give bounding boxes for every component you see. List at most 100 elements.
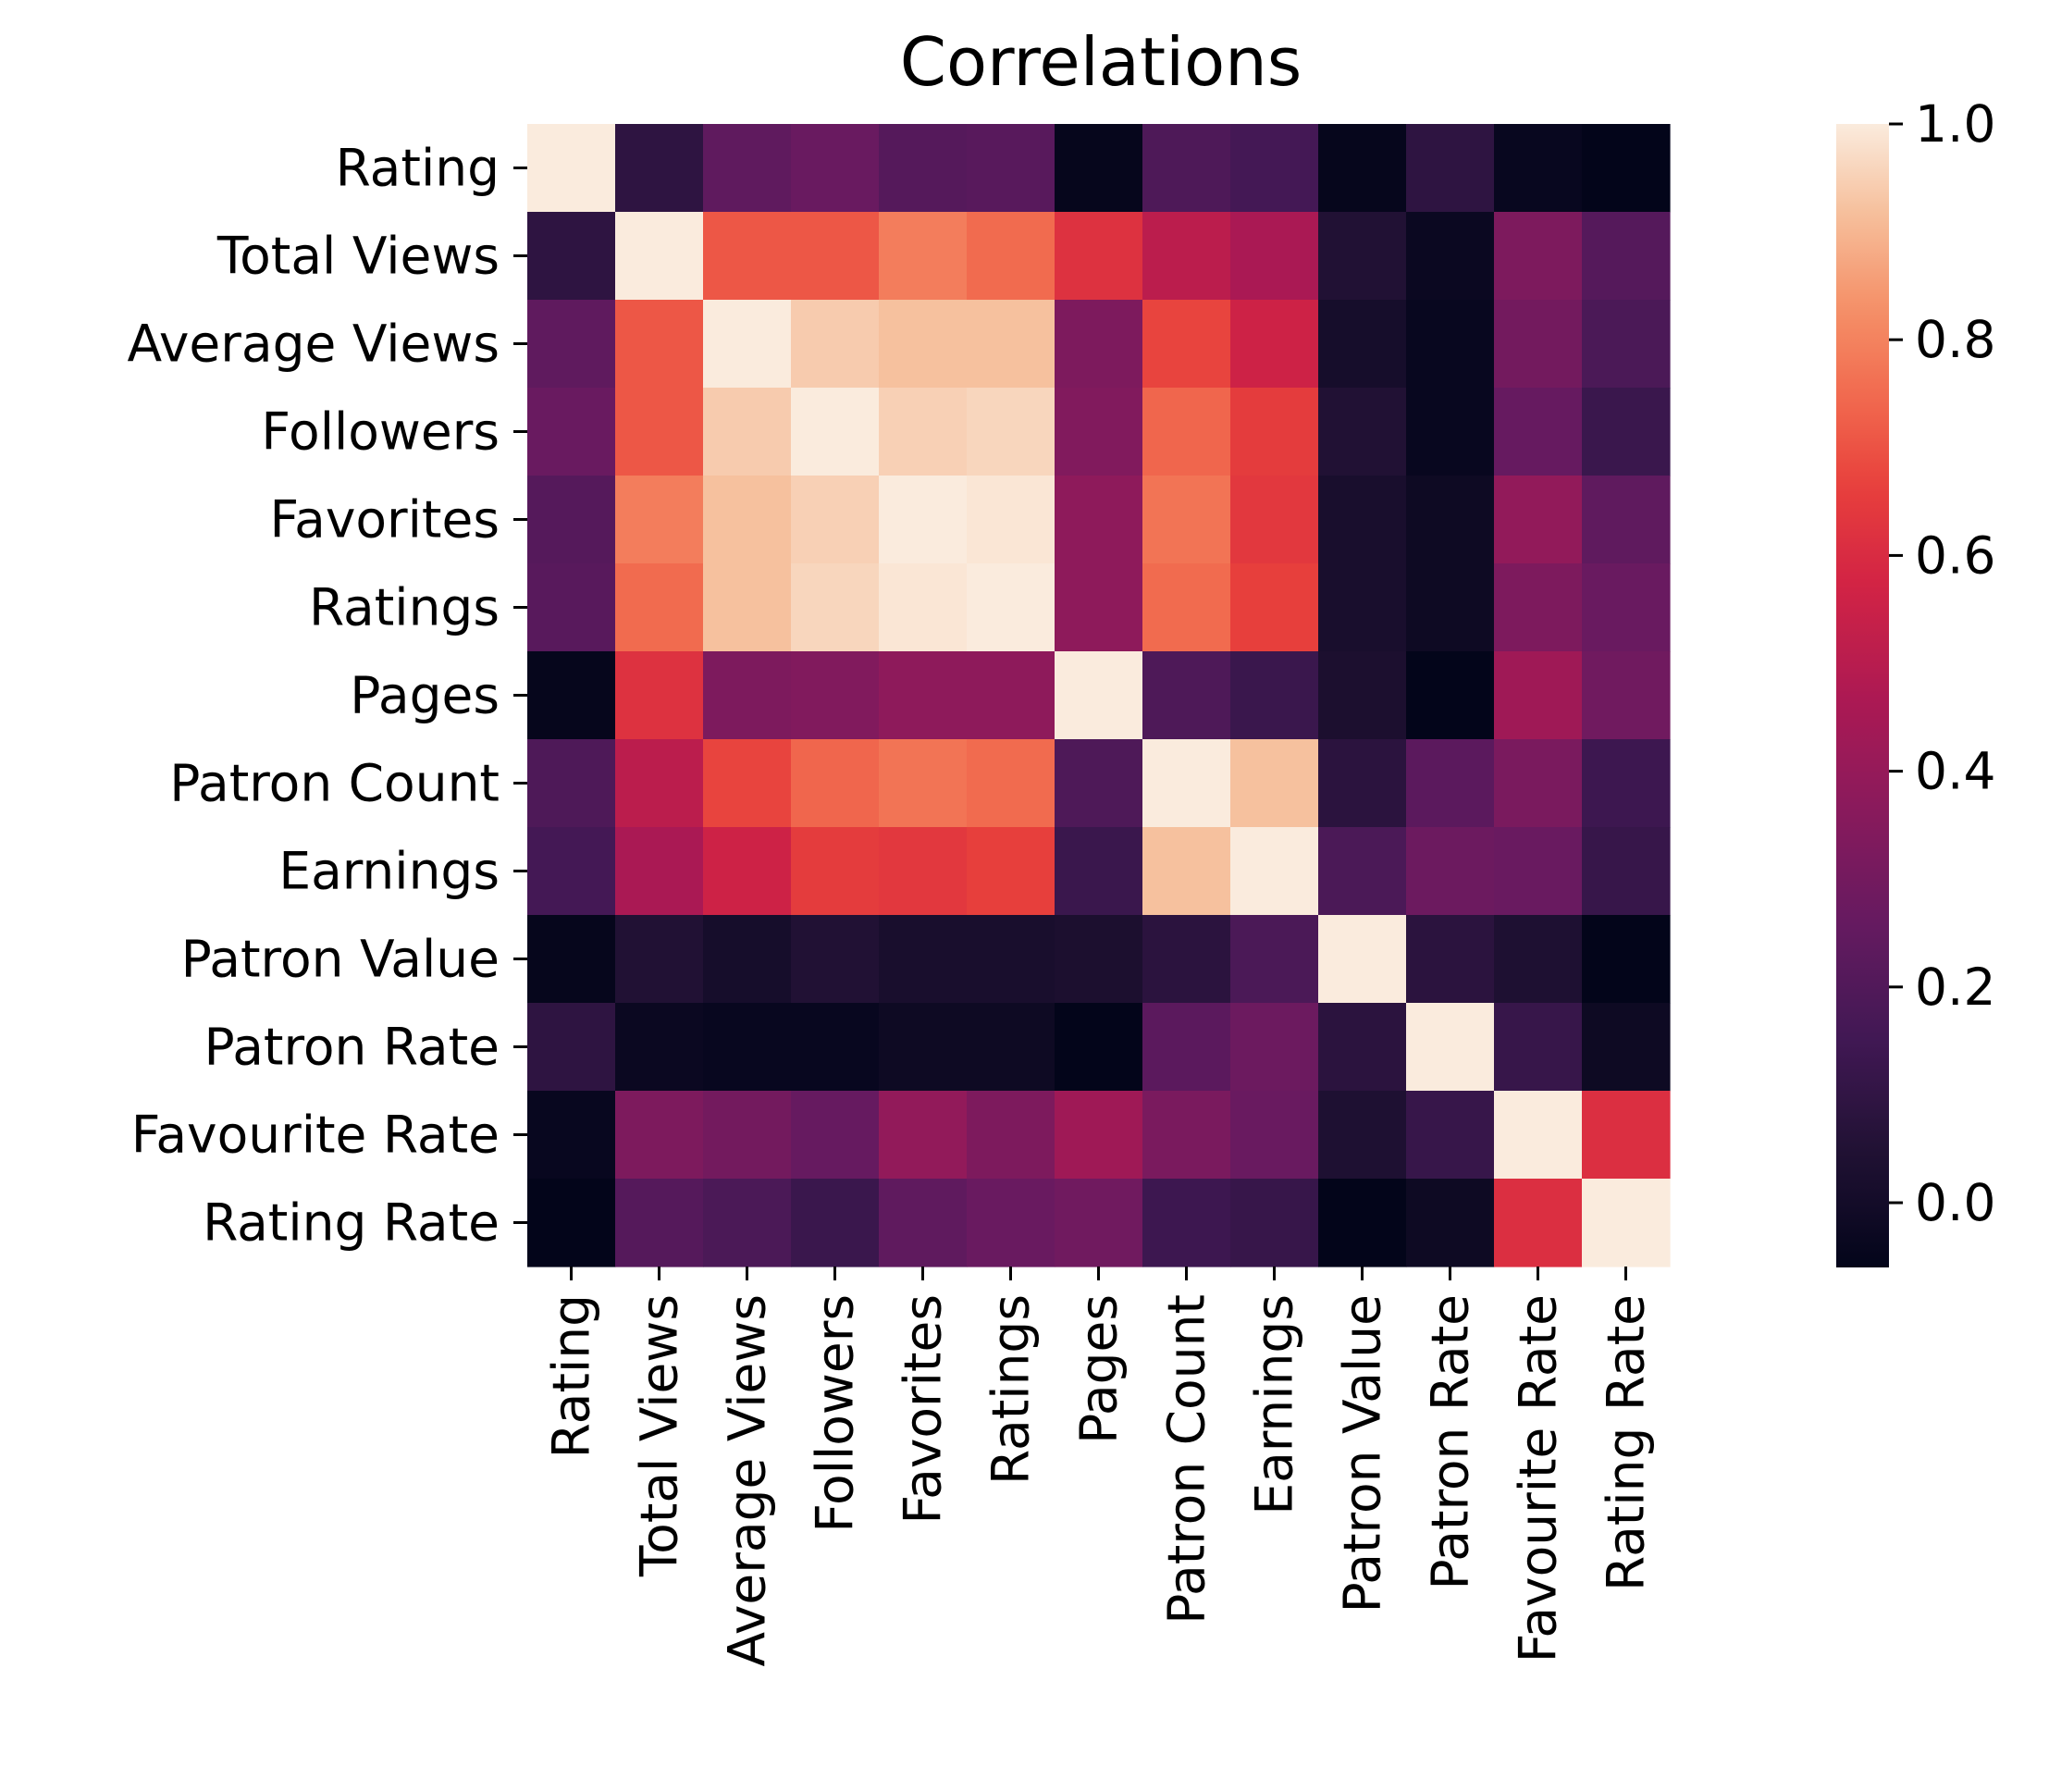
heatmap-cell-rating-x-favorites xyxy=(879,124,968,213)
x-tick-label-favourite-rate: Favourite Rate xyxy=(1509,1294,1568,1662)
heatmap-cell-average-views-x-favourite-rate xyxy=(1494,300,1583,389)
colorbar-gradient xyxy=(1836,124,1889,1267)
heatmap-cell-earnings-x-favorites xyxy=(879,827,968,916)
heatmap-cell-patron-rate-x-rating-rate xyxy=(1582,1003,1671,1092)
x-tick-label-total-views: Total Views xyxy=(630,1294,689,1577)
heatmap-cell-favorites-x-pages xyxy=(1055,476,1143,564)
heatmap-cell-patron-count-x-rating-rate xyxy=(1582,739,1671,828)
heatmap-cell-rating-x-followers xyxy=(791,124,880,213)
heatmap-cell-ratings-x-patron-count xyxy=(1142,563,1231,652)
heatmap-cell-patron-rate-x-favorites xyxy=(879,1003,968,1092)
heatmap-cell-pages-x-average-views xyxy=(703,651,792,740)
heatmap-cell-favourite-rate-x-followers xyxy=(791,1091,880,1180)
heatmap-cell-ratings-x-patron-value xyxy=(1318,563,1407,652)
heatmap-cell-ratings-x-patron-rate xyxy=(1406,563,1495,652)
heatmap-cell-patron-rate-x-earnings xyxy=(1230,1003,1319,1092)
heatmap-cell-rating-rate-x-ratings xyxy=(967,1179,1055,1267)
x-tick-label-rating-rate: Rating Rate xyxy=(1597,1294,1656,1591)
heatmap-cell-pages-x-favourite-rate xyxy=(1494,651,1583,740)
heatmap-cell-favorites-x-followers xyxy=(791,476,880,564)
heatmap-cell-rating-x-rating xyxy=(527,124,616,213)
heatmap-cell-rating-x-average-views xyxy=(703,124,792,213)
heatmap-cell-favorites-x-earnings xyxy=(1230,476,1319,564)
heatmap-cell-followers-x-patron-rate xyxy=(1406,388,1495,476)
heatmap-cell-patron-rate-x-pages xyxy=(1055,1003,1143,1092)
heatmap-cell-pages-x-followers xyxy=(791,651,880,740)
heatmap-cell-rating-x-earnings xyxy=(1230,124,1319,213)
heatmap-cell-total-views-x-total-views xyxy=(615,212,704,301)
heatmap-cell-average-views-x-rating xyxy=(527,300,616,389)
chart-title: Correlations xyxy=(900,23,1302,101)
x-tick-label-rating: Rating xyxy=(542,1294,601,1458)
y-axis: Rating Total Views Average Views Followers F… xyxy=(127,139,527,1253)
heatmap-cell-favourite-rate-x-favourite-rate xyxy=(1494,1091,1583,1180)
heatmap-cell-total-views-x-followers xyxy=(791,212,880,301)
heatmap-cell-earnings-x-pages xyxy=(1055,827,1143,916)
y-tick-label-favorites: Favorites xyxy=(270,490,500,550)
heatmap-cell-followers-x-average-views xyxy=(703,388,792,476)
heatmap-cell-rating-rate-x-favourite-rate xyxy=(1494,1179,1583,1267)
colorbar-tick-label: 0.6 xyxy=(1915,525,1995,585)
heatmap-cell-rating-x-patron-count xyxy=(1142,124,1231,213)
heatmap-cell-pages-x-rating xyxy=(527,651,616,740)
heatmap-cell-total-views-x-patron-count xyxy=(1142,212,1231,301)
colorbar-tick-label: 0.2 xyxy=(1915,958,1995,1017)
heatmap-cell-patron-value-x-patron-value xyxy=(1318,915,1407,1004)
heatmap-cell-earnings-x-patron-count xyxy=(1142,827,1231,916)
heatmap-cell-ratings-x-rating xyxy=(527,563,616,652)
heatmap-cell-total-views-x-earnings xyxy=(1230,212,1319,301)
heatmap-cell-rating-x-total-views xyxy=(615,124,704,213)
heatmap-cell-ratings-x-pages xyxy=(1055,563,1143,652)
heatmap-cell-followers-x-earnings xyxy=(1230,388,1319,476)
x-tick-label-patron-rate: Patron Rate xyxy=(1421,1294,1480,1589)
heatmap-cell-followers-x-pages xyxy=(1055,388,1143,476)
heatmap-cell-favorites-x-patron-count xyxy=(1142,476,1231,564)
heatmap-cell-patron-value-x-earnings xyxy=(1230,915,1319,1004)
heatmap-cell-rating-rate-x-patron-count xyxy=(1142,1179,1231,1267)
y-tick-label-ratings: Ratings xyxy=(309,578,500,637)
heatmap-cell-earnings-x-earnings xyxy=(1230,827,1319,916)
heatmap-cell-ratings-x-favorites xyxy=(879,563,968,652)
heatmap-cell-patron-rate-x-patron-value xyxy=(1318,1003,1407,1092)
heatmap-cell-followers-x-patron-value xyxy=(1318,388,1407,476)
heatmap-cell-patron-count-x-patron-value xyxy=(1318,739,1407,828)
heatmap-cell-earnings-x-rating xyxy=(527,827,616,916)
x-tick-label-patron-value: Patron Value xyxy=(1333,1294,1392,1613)
heatmap-cell-patron-value-x-rating-rate xyxy=(1582,915,1671,1004)
y-tick-label-total-views: Total Views xyxy=(216,227,500,286)
heatmap-cell-followers-x-patron-count xyxy=(1142,388,1231,476)
heatmap-cell-average-views-x-favorites xyxy=(879,300,968,389)
heatmap-cell-favourite-rate-x-earnings xyxy=(1230,1091,1319,1180)
heatmap-cell-patron-rate-x-average-views xyxy=(703,1003,792,1092)
heatmap-cell-patron-value-x-ratings xyxy=(967,915,1055,1004)
heatmap-cell-earnings-x-average-views xyxy=(703,827,792,916)
heatmap-cell-patron-rate-x-ratings xyxy=(967,1003,1055,1092)
heatmap-cell-rating-rate-x-rating-rate xyxy=(1582,1179,1671,1267)
heatmap-cell-rating-rate-x-followers xyxy=(791,1179,880,1267)
heatmap-cell-patron-rate-x-patron-count xyxy=(1142,1003,1231,1092)
heatmap-cell-rating-rate-x-earnings xyxy=(1230,1179,1319,1267)
heatmap-cell-patron-value-x-pages xyxy=(1055,915,1143,1004)
heatmap-cell-patron-count-x-patron-count xyxy=(1142,739,1231,828)
heatmap-cell-average-views-x-pages xyxy=(1055,300,1143,389)
colorbar-tick-label: 0.0 xyxy=(1915,1173,1995,1232)
heatmap-cell-average-views-x-ratings xyxy=(967,300,1055,389)
heatmap-cell-rating-x-favourite-rate xyxy=(1494,124,1583,213)
x-tick-label-average-views: Average Views xyxy=(718,1294,777,1667)
heatmap-cell-pages-x-earnings xyxy=(1230,651,1319,740)
heatmap-cell-total-views-x-pages xyxy=(1055,212,1143,301)
heatmap-cell-rating-x-patron-value xyxy=(1318,124,1407,213)
heatmap-cell-earnings-x-ratings xyxy=(967,827,1055,916)
heatmap-cell-patron-value-x-favorites xyxy=(879,915,968,1004)
x-tick-label-ratings: Ratings xyxy=(981,1294,1041,1485)
colorbar-tick-label: 0.8 xyxy=(1915,310,1995,369)
heatmap-cell-favourite-rate-x-pages xyxy=(1055,1091,1143,1180)
y-tick-label-patron-rate: Patron Rate xyxy=(204,1018,500,1077)
heatmap-cell-patron-value-x-total-views xyxy=(615,915,704,1004)
heatmap-cell-patron-rate-x-rating xyxy=(527,1003,616,1092)
x-tick-label-favorites: Favorites xyxy=(894,1294,953,1524)
heatmap-cell-patron-rate-x-favourite-rate xyxy=(1494,1003,1583,1092)
heatmap-cell-patron-count-x-favourite-rate xyxy=(1494,739,1583,828)
heatmap-cell-patron-count-x-favorites xyxy=(879,739,968,828)
heatmap-cell-total-views-x-patron-value xyxy=(1318,212,1407,301)
